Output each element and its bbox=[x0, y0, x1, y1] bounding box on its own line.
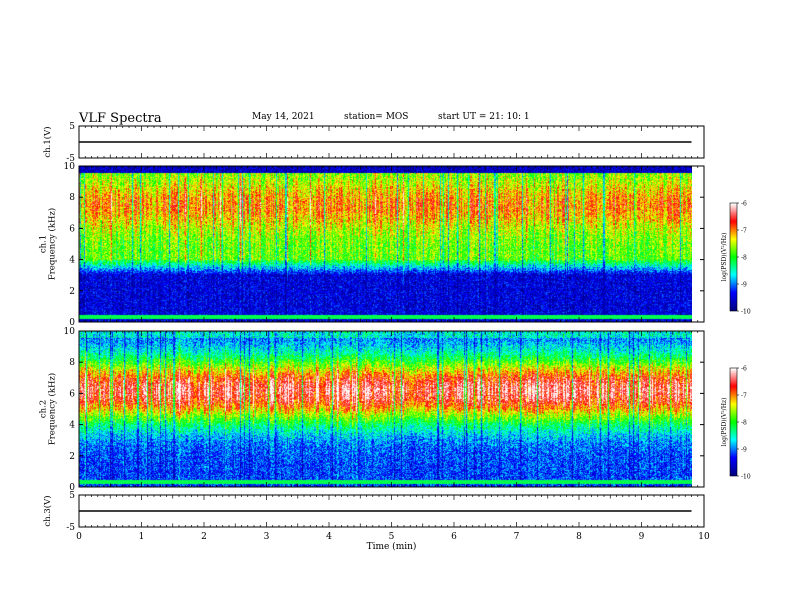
ch1-waveform-ytick-label: -5 bbox=[66, 154, 75, 164]
colorbar-label: log(PSD)(V²/Hz) bbox=[721, 398, 728, 447]
ch1-spectrogram-ytick-label: 4 bbox=[69, 256, 75, 266]
ch1-spectrogram-ylabel: ch.1 bbox=[39, 235, 49, 253]
ch3-waveform-ytick-label: -5 bbox=[66, 523, 75, 533]
colorbar-tick-label: -10 bbox=[741, 309, 751, 316]
x-tick-label: 5 bbox=[389, 532, 395, 542]
x-tick-label: 0 bbox=[76, 532, 82, 542]
start-time-label: start UT = 21: 10: 1 bbox=[438, 112, 530, 122]
colorbar-tick-label: -8 bbox=[741, 420, 747, 427]
ch3-waveform-ylabel: ch.3(V) bbox=[42, 495, 53, 526]
x-tick-label: 9 bbox=[639, 532, 645, 542]
ch1-spectrogram-ytick-label: 8 bbox=[69, 193, 75, 203]
colorbar-tick-label: -9 bbox=[741, 447, 747, 454]
colorbar-tick-label: -6 bbox=[741, 201, 747, 208]
colorbar-tick-label: -10 bbox=[741, 474, 751, 481]
x-tick-label: 6 bbox=[451, 532, 457, 542]
ch2-spectrogram-ytick-label: 8 bbox=[69, 358, 75, 368]
x-tick-label: 3 bbox=[264, 532, 270, 542]
ch1-spectrogram-ytick-label: 10 bbox=[64, 162, 76, 172]
x-tick-label: 10 bbox=[698, 532, 710, 542]
ch1-spectrogram-ytick-label: 2 bbox=[69, 287, 75, 297]
x-tick-label: 8 bbox=[576, 532, 582, 542]
ch2-spectrogram-ylabel: Frequency (kHz) bbox=[47, 373, 58, 445]
colorbar-tick-label: -7 bbox=[741, 393, 747, 400]
ch3-waveform-ytick-label: 5 bbox=[69, 491, 75, 501]
x-axis-label: Time (min) bbox=[367, 541, 417, 552]
ch2-spectrogram-ytick-label: 2 bbox=[69, 452, 75, 462]
recording-date: May 14, 2021 bbox=[252, 112, 315, 122]
colorbar-label: log(PSD)(V²/Hz) bbox=[721, 233, 728, 282]
ch2-spectrogram-ytick-label: 0 bbox=[69, 483, 75, 493]
colorbar-tick-label: -7 bbox=[741, 228, 747, 235]
station-label: station= MOS bbox=[344, 112, 409, 122]
x-tick-label: 4 bbox=[326, 532, 332, 542]
ch2-spectrogram-ylabel: ch.2 bbox=[39, 400, 49, 418]
ch2-spectrogram-colorbar bbox=[730, 368, 737, 476]
ch2-spectrogram-ytick-label: 4 bbox=[69, 421, 75, 431]
colorbar-tick-label: -6 bbox=[741, 366, 747, 373]
ch1-spectrogram-image bbox=[79, 166, 692, 322]
ch2-spectrogram-image bbox=[79, 331, 692, 487]
x-tick-label: 1 bbox=[139, 532, 145, 542]
ch1-spectrogram-ytick-label: 6 bbox=[69, 224, 75, 234]
x-tick-label: 2 bbox=[201, 532, 207, 542]
ch1-waveform-ytick-label: 5 bbox=[69, 122, 75, 132]
colorbar-tick-label: -8 bbox=[741, 255, 747, 262]
ch2-spectrogram-ytick-label: 10 bbox=[64, 327, 76, 337]
colorbar-tick-label: -9 bbox=[741, 282, 747, 289]
ch1-spectrogram-colorbar bbox=[730, 203, 737, 311]
ch2-spectrogram-ytick-label: 6 bbox=[69, 389, 75, 399]
ch1-spectrogram-ylabel: Frequency (kHz) bbox=[47, 208, 58, 280]
ch1-waveform-ylabel: ch.1(V) bbox=[42, 126, 53, 157]
ch1-spectrogram-ytick-label: 0 bbox=[69, 318, 75, 328]
x-tick-label: 7 bbox=[514, 532, 520, 542]
chart-title: VLF Spectra bbox=[79, 111, 162, 126]
